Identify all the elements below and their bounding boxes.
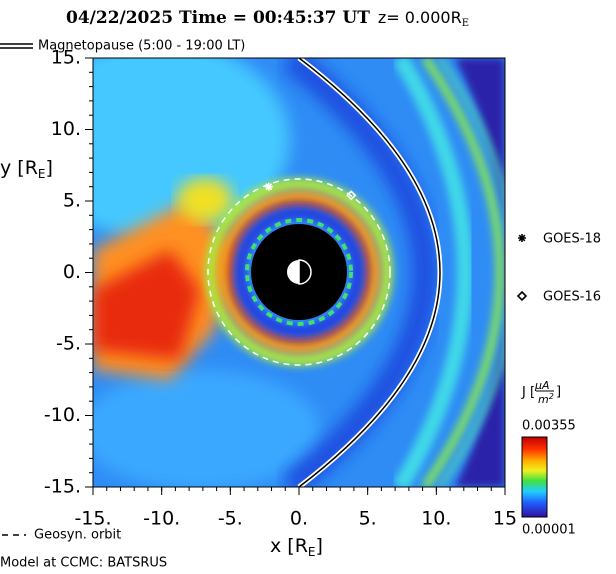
y-tick-label: 5.: [63, 190, 81, 212]
chart-title: 04/22/2025 Time = 00:45:37 UT z= 0.000RE: [66, 8, 469, 29]
legend-label: GOES-16: [543, 290, 601, 305]
colorbar-min: 0.00001: [522, 523, 576, 538]
diamond-marker: [516, 290, 528, 302]
y-tick-label: -10.: [44, 404, 81, 426]
colorbar-label: ]: [556, 385, 561, 400]
current-density-map: [93, 58, 505, 487]
star-marker: [518, 234, 526, 242]
legend-label: Magnetopause (5:00 - 19:00 LT): [38, 39, 245, 54]
x-tick-label: -5.: [218, 508, 243, 530]
colorbar-label: m2: [538, 392, 554, 407]
legend-label: Geosyn. orbit: [34, 528, 121, 543]
y-tick-label: 0.: [63, 261, 81, 283]
x-tick-label: 15: [493, 508, 517, 530]
y-tick-label: 15.: [51, 47, 81, 69]
colorbar: [521, 436, 548, 518]
y-axis-label: y [RE]: [0, 157, 53, 181]
x-tick-label: 0.: [290, 508, 308, 530]
colorbar-label: J [μA: [521, 379, 550, 400]
y-tick-label: -5.: [56, 333, 81, 355]
x-axis-label: x [RE]: [270, 535, 323, 559]
footer: Model at CCMC: BATSRUS: [0, 556, 167, 571]
legend-label: GOES-18: [543, 232, 601, 247]
colorbar-max: 0.00355: [522, 419, 576, 434]
y-tick-label: 10.: [51, 118, 81, 140]
diamond-marker: [346, 190, 357, 201]
x-tick-label: 10.: [421, 508, 451, 530]
y-tick-label: -15.: [44, 476, 81, 498]
x-tick-label: -15.: [74, 508, 111, 530]
star-marker: [264, 182, 273, 191]
x-tick-label: 5.: [359, 508, 377, 530]
x-tick-label: -10.: [143, 508, 180, 530]
